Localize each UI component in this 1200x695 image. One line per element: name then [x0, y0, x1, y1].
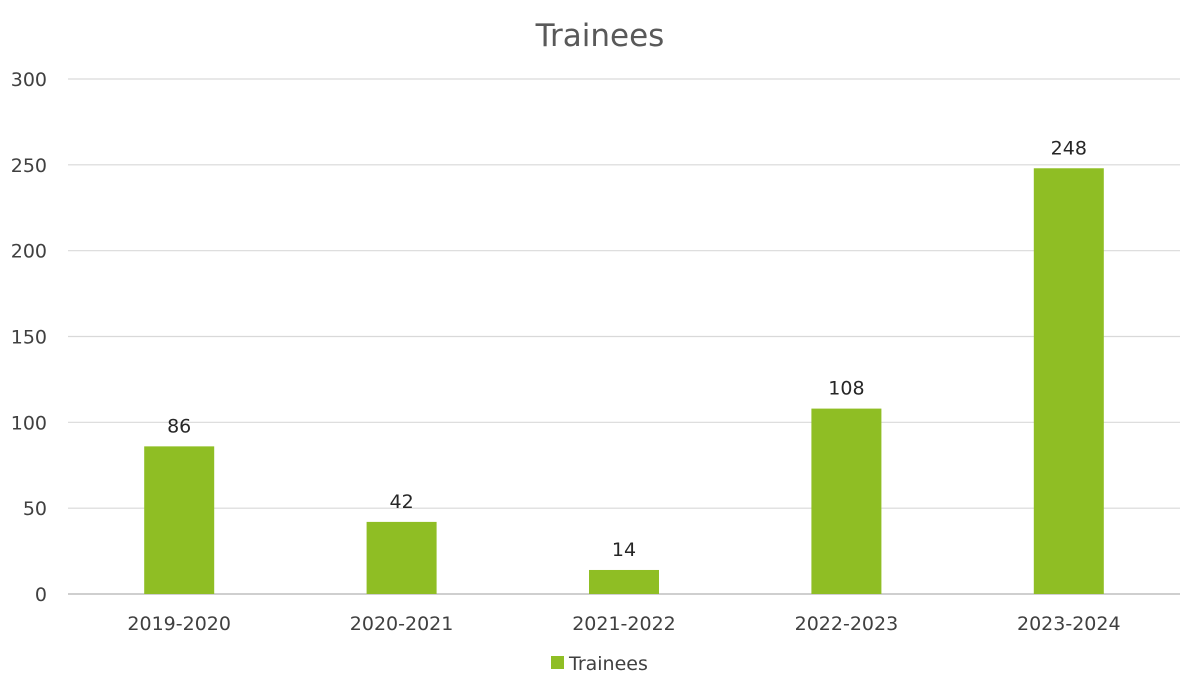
x-tick-label: 2023-2024 — [1017, 613, 1121, 635]
x-tick-label: 2020-2021 — [350, 613, 454, 635]
legend: Trainees — [551, 653, 648, 675]
data-label: 248 — [1051, 137, 1087, 159]
bar — [366, 521, 437, 594]
y-tick-label: 50 — [23, 498, 47, 520]
bar — [1033, 168, 1104, 594]
y-tick-label: 300 — [11, 69, 47, 91]
y-tick-label: 100 — [11, 412, 47, 434]
x-axis-ticks: 2019-2020 2020-2021 2021-2022 2022-2023 2023… — [127, 613, 1120, 635]
data-label: 14 — [612, 539, 636, 561]
y-tick-label: 0 — [35, 584, 47, 606]
bar — [589, 569, 659, 594]
data-labels: 86 42 14 108 248 — [167, 137, 1087, 561]
gridlines — [68, 78, 1180, 595]
chart-title: Trainees — [535, 18, 665, 54]
legend-label: Trainees — [568, 653, 648, 675]
data-label: 86 — [167, 415, 191, 437]
bar — [144, 446, 215, 594]
x-tick-label: 2022-2023 — [795, 613, 899, 635]
bars — [144, 168, 1104, 594]
bar — [811, 408, 882, 594]
y-tick-label: 250 — [11, 155, 47, 177]
data-label: 108 — [828, 378, 864, 400]
x-tick-label: 2019-2020 — [127, 613, 231, 635]
x-tick-label: 2021-2022 — [572, 613, 676, 635]
y-tick-label: 200 — [11, 241, 47, 263]
legend-swatch — [551, 656, 564, 669]
y-axis-ticks: 0 50 100 150 200 250 300 — [11, 69, 47, 606]
y-tick-label: 150 — [11, 327, 47, 349]
data-label: 42 — [390, 491, 414, 513]
